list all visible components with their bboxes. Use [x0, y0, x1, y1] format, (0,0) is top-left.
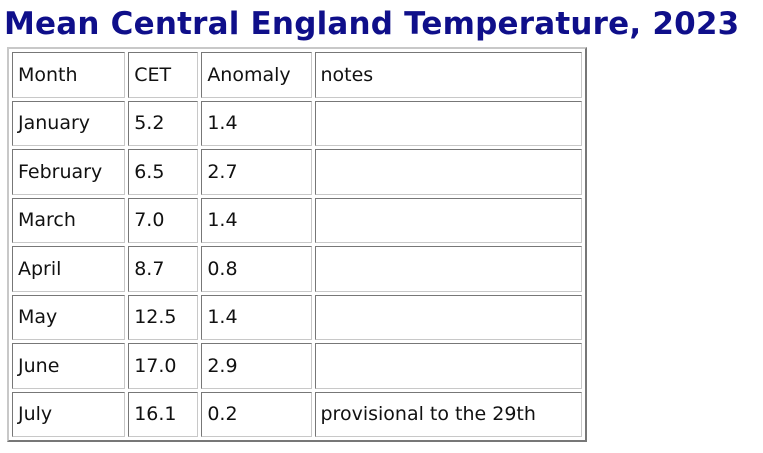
- table-cell: 5.2: [128, 100, 199, 146]
- table-cell: notes: [314, 52, 582, 98]
- table-cell: 7.0: [128, 197, 199, 243]
- table-cell: [314, 246, 582, 292]
- table-cell: provisional to the 29th: [314, 391, 582, 437]
- table-row: February 6.5 2.7: [12, 149, 582, 195]
- table-row: April 8.7 0.8: [12, 246, 582, 292]
- table-cell: March: [12, 197, 126, 243]
- page-title: Mean Central England Temperature, 2023: [4, 6, 740, 42]
- table-cell: January: [12, 100, 126, 146]
- table-cell: 0.8: [201, 246, 312, 292]
- table-cell: February: [12, 149, 126, 195]
- header-row: Month CET Anomaly notes: [12, 52, 582, 98]
- table-cell: [314, 294, 582, 340]
- table-cell: 0.2: [201, 391, 312, 437]
- table-cell: 1.4: [201, 294, 312, 340]
- temperature-table: Month CET Anomaly notes January 5.2 1.4 Februar…: [7, 47, 587, 442]
- table-cell: [314, 100, 582, 146]
- table-cell: April: [12, 246, 126, 292]
- table-cell: 2.7: [201, 149, 312, 195]
- table-cell: 2.9: [201, 343, 312, 389]
- table-cell: 16.1: [128, 391, 199, 437]
- table-cell: CET: [128, 52, 199, 98]
- table-cell: 1.4: [201, 100, 312, 146]
- table-cell: 6.5: [128, 149, 199, 195]
- table-cell: [314, 149, 582, 195]
- table-cell: Anomaly: [201, 52, 312, 98]
- table-cell: May: [12, 294, 126, 340]
- table-cell: 1.4: [201, 197, 312, 243]
- table-cell: June: [12, 343, 126, 389]
- table-row: July 16.1 0.2 provisional to the 29th: [12, 391, 582, 437]
- table-row: June 17.0 2.9: [12, 343, 582, 389]
- table-row: May 12.5 1.4: [12, 294, 582, 340]
- table-cell: Month: [12, 52, 126, 98]
- table-cell: [314, 197, 582, 243]
- table-row: January 5.2 1.4: [12, 100, 582, 146]
- table-cell: 17.0: [128, 343, 199, 389]
- table-cell: July: [12, 391, 126, 437]
- table-cell: [314, 343, 582, 389]
- table-cell: 8.7: [128, 246, 199, 292]
- table-row: March 7.0 1.4: [12, 197, 582, 243]
- table-cell: 12.5: [128, 294, 199, 340]
